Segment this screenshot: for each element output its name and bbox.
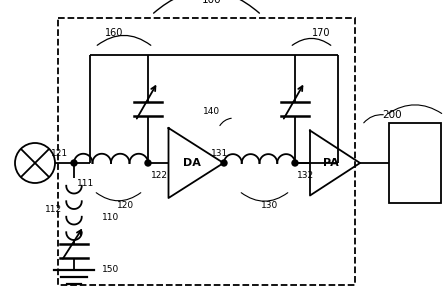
Text: 112: 112 — [45, 204, 62, 213]
Text: 131: 131 — [211, 148, 229, 157]
Text: DA: DA — [183, 158, 201, 168]
Text: 121: 121 — [51, 148, 68, 157]
Text: 150: 150 — [102, 265, 119, 275]
Text: 122: 122 — [151, 170, 168, 179]
Text: 130: 130 — [261, 200, 278, 209]
Circle shape — [292, 160, 298, 166]
Text: 170: 170 — [312, 28, 331, 38]
Text: 132: 132 — [297, 170, 314, 179]
Text: 120: 120 — [117, 200, 135, 209]
Bar — [58, 18, 355, 285]
Text: 140: 140 — [203, 107, 221, 116]
Text: 160: 160 — [105, 28, 123, 38]
Text: 100: 100 — [202, 0, 222, 5]
Text: 111: 111 — [77, 178, 94, 188]
Circle shape — [71, 160, 77, 166]
Bar — [389, 123, 441, 203]
Text: PA: PA — [323, 158, 339, 168]
Circle shape — [145, 160, 151, 166]
Circle shape — [221, 160, 227, 166]
Text: 110: 110 — [102, 213, 119, 222]
Text: 200: 200 — [382, 110, 402, 120]
